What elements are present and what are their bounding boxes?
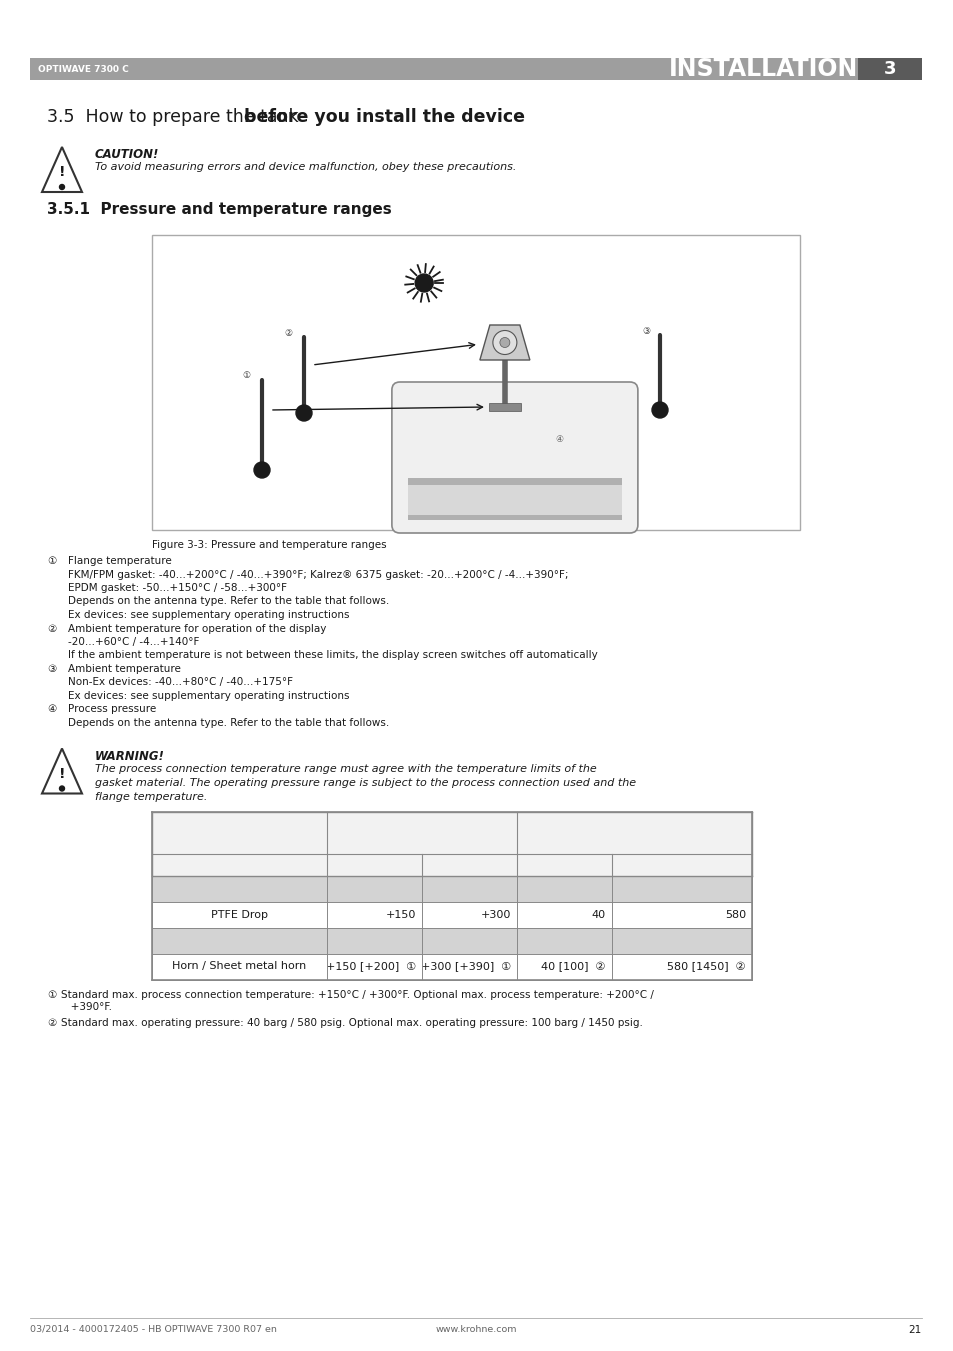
Text: flange temperature.: flange temperature. <box>95 792 207 801</box>
Text: WARNING!: WARNING! <box>95 750 165 762</box>
Text: 3: 3 <box>882 59 895 78</box>
Text: 10: 10 <box>592 935 605 946</box>
Text: 3.5.1  Pressure and temperature ranges: 3.5.1 Pressure and temperature ranges <box>47 203 392 218</box>
Text: Maximum operating pressure: Maximum operating pressure <box>537 825 731 839</box>
Text: The process connection temperature range must agree with the temperature limits : The process connection temperature range… <box>95 763 597 774</box>
Text: gasket material. The operating pressure range is subject to the process connecti: gasket material. The operating pressure … <box>95 777 636 788</box>
Text: Hygienic: Hygienic <box>215 935 263 946</box>
Text: ③: ③ <box>47 663 56 674</box>
Bar <box>488 403 520 411</box>
Circle shape <box>295 405 312 422</box>
Text: 03/2014 - 4000172405 - HB OPTIWAVE 7300 R07 en: 03/2014 - 4000172405 - HB OPTIWAVE 7300 … <box>30 1325 276 1333</box>
Text: www.krohne.com: www.krohne.com <box>435 1325 517 1333</box>
Text: [°C]: [°C] <box>362 858 386 871</box>
Text: ④: ④ <box>47 704 56 715</box>
Text: OPTIWAVE 7300 C: OPTIWAVE 7300 C <box>38 65 129 73</box>
Text: ①: ① <box>47 557 56 566</box>
Text: 580: 580 <box>724 909 745 920</box>
Text: If the ambient temperature is not between these limits, the display screen switc: If the ambient temperature is not betwee… <box>68 650 598 661</box>
Text: INSTALLATION: INSTALLATION <box>668 57 857 81</box>
Text: ①: ① <box>47 989 56 1000</box>
Text: 3.5  How to prepare the tank: 3.5 How to prepare the tank <box>47 108 304 126</box>
Text: 580 [1450]  ②: 580 [1450] ② <box>667 962 745 971</box>
Bar <box>152 928 751 954</box>
Text: -20...+60°C / -4...+140°F: -20...+60°C / -4...+140°F <box>68 638 199 647</box>
Text: +150: +150 <box>385 909 416 920</box>
Text: !: ! <box>59 766 65 781</box>
Text: [°F]: [°F] <box>458 858 480 871</box>
Circle shape <box>499 338 509 347</box>
Text: +150 [+200]  ①: +150 [+200] ① <box>325 962 416 971</box>
Circle shape <box>253 462 270 478</box>
Text: CAUTION!: CAUTION! <box>95 149 159 161</box>
Text: !: ! <box>59 165 65 178</box>
Bar <box>408 485 621 515</box>
Circle shape <box>493 331 517 354</box>
Text: 40 [100]  ②: 40 [100] ② <box>541 962 605 971</box>
Text: 40: 40 <box>591 909 605 920</box>
Text: EPDM gasket: -50...+150°C / -58...+300°F: EPDM gasket: -50...+150°C / -58...+300°F <box>68 584 287 593</box>
Text: Ex devices: see supplementary operating instructions: Ex devices: see supplementary operating … <box>68 611 349 620</box>
Text: Ambient temperature for operation of the display: Ambient temperature for operation of the… <box>68 624 326 634</box>
Circle shape <box>651 403 667 417</box>
Text: psig: psig <box>667 858 695 871</box>
Text: barg: barg <box>549 858 579 871</box>
Bar <box>152 812 751 875</box>
Text: PP Drop: PP Drop <box>217 884 261 893</box>
Text: ①: ① <box>242 372 250 381</box>
Text: +210: +210 <box>480 884 511 893</box>
Text: FKM/FPM gasket: -40...+200°C / -40...+390°F; Kalrez® 6375 gasket: -20...+200°C /: FKM/FPM gasket: -40...+200°C / -40...+39… <box>68 570 568 580</box>
Text: Figure 3-3: Pressure and temperature ranges: Figure 3-3: Pressure and temperature ran… <box>152 540 386 550</box>
Bar <box>30 58 921 80</box>
Text: 232: 232 <box>724 884 745 893</box>
Text: Antenna type: Antenna type <box>199 838 279 850</box>
Polygon shape <box>42 147 82 192</box>
Text: 21: 21 <box>908 1325 921 1335</box>
Text: +100: +100 <box>385 884 416 893</box>
Bar <box>152 235 800 530</box>
Text: +300 [+390]  ①: +300 [+390] ① <box>420 962 511 971</box>
Text: before you install the device: before you install the device <box>244 108 525 126</box>
Text: Maximum process connection
temperature: Maximum process connection temperature <box>324 817 519 847</box>
Circle shape <box>59 185 65 189</box>
Bar <box>857 58 921 80</box>
Text: +300: +300 <box>480 935 511 946</box>
Text: Standard max. operating pressure: 40 barg / 580 psig. Optional max. operating pr: Standard max. operating pressure: 40 bar… <box>61 1017 642 1028</box>
Text: 145: 145 <box>724 935 745 946</box>
Text: To avoid measuring errors and device malfunction, obey these precautions.: To avoid measuring errors and device mal… <box>95 162 516 172</box>
Polygon shape <box>42 748 82 793</box>
Circle shape <box>415 274 433 292</box>
Text: Non-Ex devices: -40...+80°C / -40...+175°F: Non-Ex devices: -40...+80°C / -40...+175… <box>68 677 293 688</box>
Text: ②: ② <box>47 1017 56 1028</box>
Text: ③: ③ <box>641 327 649 335</box>
Text: +390°F.: +390°F. <box>61 1002 112 1012</box>
Text: +300: +300 <box>480 909 511 920</box>
Text: ④: ④ <box>556 435 563 444</box>
FancyBboxPatch shape <box>392 382 638 534</box>
Text: ②: ② <box>47 624 56 634</box>
Text: 16: 16 <box>592 884 605 893</box>
Bar <box>408 478 621 520</box>
Circle shape <box>59 786 65 790</box>
Text: Standard max. process connection temperature: +150°C / +300°F. Optional max. pro: Standard max. process connection tempera… <box>61 989 653 1000</box>
Text: ②: ② <box>284 328 292 338</box>
Text: PTFE Drop: PTFE Drop <box>211 909 268 920</box>
Bar <box>152 875 751 901</box>
Text: Horn / Sheet metal horn: Horn / Sheet metal horn <box>172 962 306 971</box>
Text: Process pressure: Process pressure <box>68 704 156 715</box>
Text: Ambient temperature: Ambient temperature <box>68 663 181 674</box>
Text: Ex devices: see supplementary operating instructions: Ex devices: see supplementary operating … <box>68 690 349 701</box>
Text: Depends on the antenna type. Refer to the table that follows.: Depends on the antenna type. Refer to th… <box>68 597 389 607</box>
Polygon shape <box>479 326 529 359</box>
Text: Flange temperature: Flange temperature <box>68 557 172 566</box>
Text: +150: +150 <box>385 935 416 946</box>
Text: Depends on the antenna type. Refer to the table that follows.: Depends on the antenna type. Refer to th… <box>68 717 389 728</box>
